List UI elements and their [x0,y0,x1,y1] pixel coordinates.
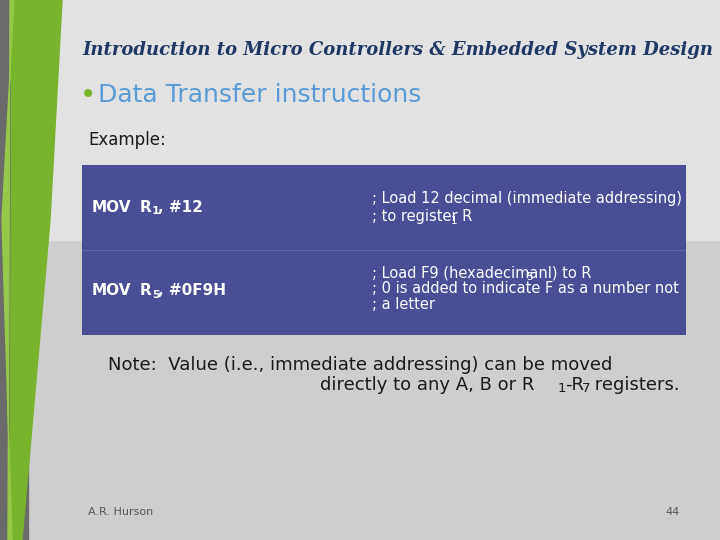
Text: 1: 1 [152,206,160,217]
Text: 7: 7 [582,382,590,395]
Text: MOV: MOV [92,284,132,298]
Text: 5: 5 [526,272,533,282]
Text: R: R [140,200,152,215]
Polygon shape [2,0,14,540]
Text: Introduction to Micro Controllers & Embedded System Design: Introduction to Micro Controllers & Embe… [82,41,713,59]
Text: 1: 1 [558,382,567,395]
Text: -R: -R [565,376,584,394]
Text: A.R. Hurson: A.R. Hurson [88,507,153,517]
Text: , #0F9H: , #0F9H [158,284,226,298]
Text: ; a letter: ; a letter [372,298,435,312]
Text: •: • [80,81,96,109]
Text: Data Transfer instructions: Data Transfer instructions [98,83,421,107]
Text: R: R [140,284,152,298]
Polygon shape [10,0,62,540]
Text: Note:  Value (i.e., immediate addressing) can be moved: Note: Value (i.e., immediate addressing)… [108,356,612,374]
Text: MOV: MOV [92,200,132,215]
Text: 44: 44 [666,507,680,517]
Text: directly to any A, B or R: directly to any A, B or R [320,376,534,394]
Bar [82,165,686,335]
Bar [0,0,720,240]
Polygon shape [0,0,28,540]
Text: ; Load 12 decimal (immediate addressing): ; Load 12 decimal (immediate addressing) [372,191,682,206]
Text: registers.: registers. [589,376,680,394]
Text: Example:: Example: [88,131,166,149]
Text: ; 0 is added to indicate F as a number not: ; 0 is added to indicate F as a number n… [372,281,679,296]
Text: ; Load F9 (hexadecimanl) to R: ; Load F9 (hexadecimanl) to R [372,265,592,280]
Text: , #12: , #12 [158,200,203,215]
Text: 5: 5 [152,290,160,300]
Text: ; to register R: ; to register R [372,209,472,224]
Text: 1: 1 [451,215,458,226]
